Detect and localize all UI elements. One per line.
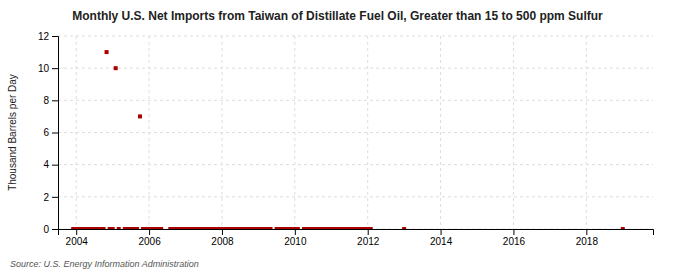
grid-line	[58, 36, 653, 37]
tick-mark	[52, 165, 58, 166]
tick-mark	[513, 229, 514, 235]
tick-label: 2006	[138, 236, 161, 247]
point	[111, 227, 115, 229]
tick-mark	[52, 133, 58, 134]
x-axis: 2004 2006 2008 2010 2012 2014 2016 2018	[59, 229, 654, 247]
tick-label: 2016	[503, 236, 526, 247]
point	[296, 227, 300, 229]
tick-label: 2008	[211, 236, 234, 247]
tick-label: 6	[43, 127, 49, 138]
point	[138, 114, 142, 118]
tick-mark	[52, 68, 58, 69]
tick-label: 12	[38, 31, 50, 42]
annotation: Source: U.S. Energy Information Administ…	[10, 259, 199, 269]
tick: 2016	[503, 229, 526, 247]
tick: 2008	[211, 229, 234, 247]
title: Monthly U.S. Net Imports from Taiwan of …	[72, 9, 603, 23]
tick-label: 2014	[430, 236, 453, 247]
tick-mark	[52, 229, 58, 230]
grid-line	[513, 36, 514, 229]
tick-label: 0	[43, 224, 49, 235]
tick-mark	[586, 229, 587, 235]
tick: 2006	[138, 229, 161, 247]
point	[105, 50, 109, 54]
tick: 2018	[576, 229, 599, 247]
grid-line	[58, 100, 653, 101]
tick-mark	[368, 229, 369, 235]
point	[621, 227, 625, 229]
tick: 4	[43, 159, 58, 170]
point	[369, 227, 373, 229]
grid-line	[58, 68, 653, 69]
tick: 6	[43, 127, 58, 138]
tick-label: 2012	[357, 236, 380, 247]
tick-label: 2018	[576, 236, 599, 247]
grid-line	[58, 132, 653, 133]
tick: 2	[43, 192, 58, 203]
tick-mark	[52, 197, 58, 198]
grid-line	[440, 36, 441, 229]
grid-line	[58, 196, 653, 197]
tick-mark	[76, 229, 77, 235]
tick-mark	[52, 100, 58, 101]
tick: 0	[43, 224, 58, 235]
tick: 2014	[430, 229, 453, 247]
point	[117, 227, 121, 229]
y-axis: 0 2 4 6 8 10 12	[38, 31, 59, 235]
tick-label: 2	[43, 192, 49, 203]
points	[71, 50, 625, 229]
tick-label: 2010	[284, 236, 307, 247]
point	[102, 227, 106, 229]
tick: 2010	[284, 229, 307, 247]
tick: 12	[38, 31, 58, 42]
tick: 8	[43, 95, 58, 106]
tick-label: 8	[43, 95, 49, 106]
tick-mark	[149, 229, 150, 235]
axis-line	[59, 230, 654, 236]
tick-mark	[295, 229, 296, 235]
grid-line	[367, 36, 368, 229]
point	[402, 227, 406, 229]
tick: 10	[38, 63, 58, 74]
plot: 2004 2006 2008 2010 2012 2014 2016 2018 0 2 4 6 8 10 1…	[38, 31, 654, 247]
tick: 2012	[357, 229, 380, 247]
point	[269, 227, 273, 229]
tick-mark	[441, 229, 442, 235]
grid-line	[58, 164, 653, 165]
grid	[58, 36, 653, 229]
y-axis-label: Thousand Barrels per Day	[7, 74, 18, 191]
point	[135, 227, 139, 229]
tick-label: 10	[38, 63, 50, 74]
tick-label: 2004	[66, 236, 89, 247]
tick: 2004	[66, 229, 89, 247]
point	[159, 227, 163, 229]
chart: Monthly U.S. Net Imports from Taiwan of …	[0, 0, 675, 275]
tick-label: 4	[43, 159, 49, 170]
tick-mark	[52, 36, 58, 37]
tick-mark	[222, 229, 223, 235]
axis-line	[52, 37, 59, 230]
point	[114, 66, 118, 70]
